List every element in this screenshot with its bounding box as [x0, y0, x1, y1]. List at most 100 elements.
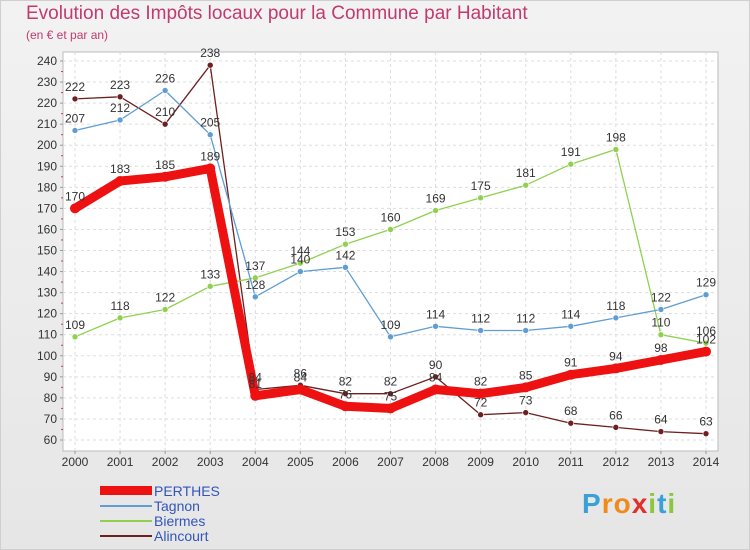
y-tick-label: 170 [37, 201, 57, 215]
data-point-perthes [250, 390, 261, 401]
data-label-perthes: 76 [339, 387, 353, 401]
data-point-alincourt [522, 409, 530, 416]
data-point-biermes [342, 240, 349, 248]
data-point-tagnon [297, 268, 304, 275]
data-label-perthes: 189 [200, 149, 220, 163]
data-point-tagnon [116, 116, 124, 124]
legend-label-perthes: PERTHES [154, 483, 220, 499]
data-label-alincourt: 66 [609, 408, 623, 422]
data-label-tagnon: 226 [155, 71, 175, 85]
data-label-alincourt: 68 [564, 404, 578, 418]
data-point-alincourt [477, 411, 484, 419]
data-point-perthes [701, 346, 711, 357]
data-point-tagnon [567, 322, 575, 330]
data-label-biermes: 175 [471, 179, 491, 193]
data-label-tagnon: 118 [606, 299, 625, 313]
data-point-biermes [522, 181, 530, 189]
x-tick-label: 2004 [242, 455, 269, 469]
data-point-tagnon [71, 127, 79, 134]
data-label-alincourt: 63 [699, 415, 713, 429]
data-point-tagnon [432, 322, 439, 330]
data-label-alincourt: 64 [654, 413, 668, 427]
data-label-biermes: 109 [65, 318, 85, 332]
logo-letter: t [657, 488, 668, 519]
y-tick-label: 70 [44, 412, 58, 426]
data-point-biermes [387, 226, 394, 233]
y-tick-label: 150 [37, 244, 57, 258]
data-label-biermes: 118 [111, 299, 130, 313]
data-label-alincourt: 86 [294, 366, 308, 380]
data-label-perthes: 91 [564, 356, 578, 370]
data-label-tagnon: 114 [426, 307, 445, 321]
data-label-tagnon: 112 [516, 312, 535, 326]
data-point-perthes [385, 403, 396, 414]
data-point-tagnon [522, 327, 530, 334]
data-label-biermes: 144 [290, 244, 310, 258]
y-tick-label: 80 [44, 391, 58, 405]
data-point-biermes [251, 274, 259, 282]
data-label-perthes: 81 [249, 377, 263, 391]
y-tick-label: 200 [37, 138, 57, 152]
x-tick-label: 2011 [558, 455, 584, 469]
data-point-perthes [115, 176, 126, 187]
data-point-alincourt [657, 428, 665, 435]
data-point-tagnon [342, 264, 349, 271]
data-point-biermes [657, 331, 665, 339]
x-tick-label: 2001 [107, 455, 134, 469]
data-label-biermes: 191 [561, 145, 581, 159]
x-tick-label: 2006 [332, 455, 359, 469]
data-point-biermes [71, 333, 79, 341]
data-point-biermes [477, 194, 484, 202]
y-tick-label: 180 [37, 180, 57, 194]
y-tick-label: 110 [38, 328, 57, 342]
data-point-tagnon [161, 87, 169, 94]
y-tick-label: 240 [37, 54, 57, 68]
y-tick-label: 210 [37, 117, 57, 131]
data-label-perthes: 82 [474, 375, 488, 389]
data-label-tagnon: 122 [651, 290, 671, 304]
data-point-perthes [475, 388, 486, 399]
series-layer [70, 61, 711, 437]
data-label-alincourt: 72 [474, 396, 488, 410]
data-label-tagnon: 142 [335, 248, 355, 262]
x-tick-label: 2000 [62, 455, 89, 469]
logo-letter: i [667, 488, 677, 519]
y-tick-label: 220 [37, 96, 57, 110]
data-point-alincourt [612, 424, 620, 431]
data-label-tagnon: 109 [380, 318, 400, 332]
y-tick-label: 140 [37, 265, 57, 279]
data-point-perthes [430, 384, 441, 395]
data-label-tagnon: 128 [245, 278, 265, 292]
data-point-biermes [116, 314, 124, 322]
data-point-perthes [295, 384, 306, 395]
legend-swatch-perthes [100, 486, 152, 495]
data-label-alincourt: 223 [110, 78, 130, 92]
data-label-perthes: 94 [609, 349, 623, 363]
data-label-alincourt: 82 [384, 375, 398, 389]
data-point-alincourt [432, 373, 439, 381]
data-label-perthes: 170 [65, 189, 85, 203]
x-tick-label: 2010 [512, 455, 539, 469]
data-point-biermes [297, 259, 304, 267]
y-tick-label: 160 [37, 222, 57, 236]
data-label-alincourt: 210 [155, 105, 175, 119]
data-point-tagnon [206, 131, 214, 138]
data-label-biermes: 153 [335, 225, 355, 239]
y-tick-label: 90 [44, 370, 58, 384]
x-tick-label: 2002 [152, 455, 179, 469]
data-label-perthes: 183 [110, 162, 130, 176]
data-label-perthes: 98 [654, 341, 668, 355]
chart-title: Evolution des Impôts locaux pour la Comm… [26, 3, 528, 24]
data-label-perthes: 85 [519, 368, 533, 382]
data-point-biermes [567, 160, 575, 168]
data-label-tagnon: 112 [471, 312, 490, 326]
data-point-biermes [161, 306, 169, 313]
legend-label-tagnon: Tagnon [154, 498, 200, 514]
data-label-biermes: 137 [245, 259, 265, 273]
data-point-alincourt [206, 61, 214, 69]
x-tick-label: 2014 [693, 455, 720, 469]
logo-letter: i [648, 488, 658, 519]
y-tick-label: 190 [37, 159, 57, 173]
